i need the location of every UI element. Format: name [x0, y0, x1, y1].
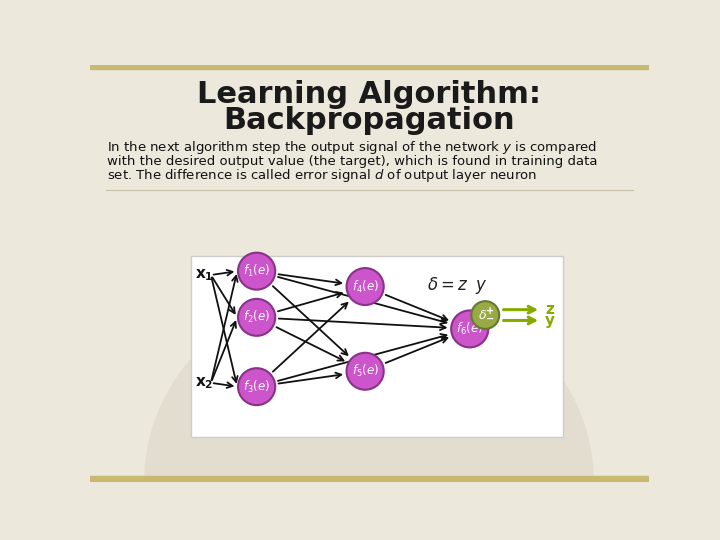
Text: Backpropagation: Backpropagation: [223, 106, 515, 135]
Text: $f_3(e)$: $f_3(e)$: [243, 379, 270, 395]
Text: $\delta$: $\delta$: [478, 308, 487, 321]
Circle shape: [472, 301, 499, 329]
Text: $f_5(e)$: $f_5(e)$: [351, 363, 379, 379]
Text: $\delta = z \;\; y$: $\delta = z \;\; y$: [427, 274, 487, 295]
Text: $\mathbf{x_2}$: $\mathbf{x_2}$: [195, 375, 214, 390]
Text: z: z: [545, 302, 554, 317]
Circle shape: [451, 310, 488, 347]
Text: Learning Algorithm:: Learning Algorithm:: [197, 79, 541, 109]
Text: $\mathbf{x_1}$: $\mathbf{x_1}$: [195, 267, 214, 283]
Text: with the desired output value (the target), which is found in training data: with the desired output value (the targe…: [107, 156, 598, 168]
Text: In the next algorithm step the output signal of the network $y$ is compared: In the next algorithm step the output si…: [107, 139, 597, 157]
Text: −: −: [486, 314, 494, 324]
Text: $f_6(e)$: $f_6(e)$: [456, 321, 483, 337]
Text: $f_2(e)$: $f_2(e)$: [243, 309, 270, 326]
Ellipse shape: [144, 280, 594, 540]
Circle shape: [346, 353, 384, 390]
Text: +: +: [486, 306, 494, 316]
Circle shape: [346, 268, 384, 305]
Text: y: y: [545, 313, 555, 328]
FancyBboxPatch shape: [191, 256, 563, 437]
Text: set. The difference is called error signal $d$ of output layer neuron: set. The difference is called error sign…: [107, 167, 537, 184]
Circle shape: [238, 368, 275, 405]
Text: $f_4(e)$: $f_4(e)$: [351, 279, 379, 295]
Text: $f_1(e)$: $f_1(e)$: [243, 263, 270, 279]
Circle shape: [238, 253, 275, 289]
Circle shape: [238, 299, 275, 336]
